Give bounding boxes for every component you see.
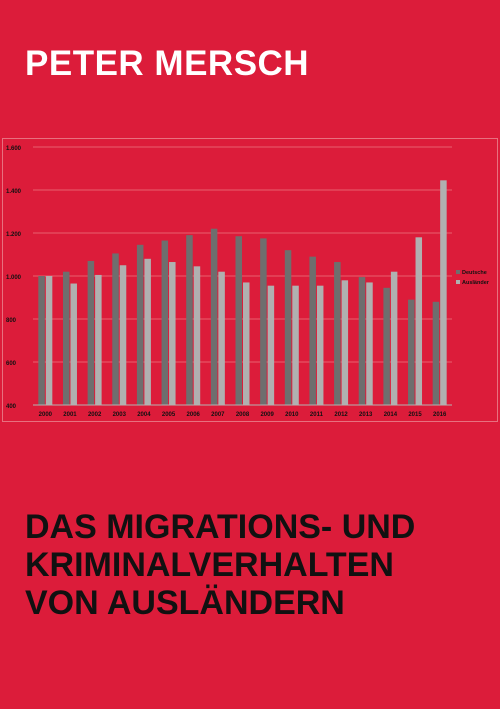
x-tick-label: 2002 bbox=[88, 412, 102, 418]
x-tick-label: 2013 bbox=[359, 412, 373, 418]
bar-deutsche-2003 bbox=[112, 253, 119, 405]
bar-deutsche-2012 bbox=[334, 262, 341, 405]
bar-deutsche-2007 bbox=[210, 228, 218, 405]
chart-svg: 400 600 800 1.000 1.200 1.400 1.600 2000 2001 200… bbox=[2, 138, 498, 422]
bar-auslaender-2010 bbox=[292, 285, 299, 405]
x-tick-label: 2014 bbox=[384, 412, 398, 418]
bar-deutsche-2002 bbox=[87, 260, 95, 405]
author-name: PETER MERSCH bbox=[25, 44, 310, 83]
y-tick-label: 600 bbox=[6, 361, 17, 367]
bar-auslaender-2009 bbox=[267, 285, 275, 405]
x-tick-label: 2006 bbox=[187, 412, 201, 418]
bar-deutsche-2010 bbox=[284, 250, 292, 405]
y-tick-label: 1.200 bbox=[6, 232, 22, 238]
x-tick-label: 2000 bbox=[39, 412, 53, 418]
legend-label-auslaender: Ausländer bbox=[462, 280, 490, 286]
x-tick-label: 2003 bbox=[113, 412, 127, 418]
bar-deutsche-2006 bbox=[186, 235, 193, 405]
bar-auslaender-2001 bbox=[70, 283, 77, 405]
y-tick-label: 1.400 bbox=[6, 189, 22, 195]
book-title-line-2: KRIMINALVERHALTEN bbox=[25, 546, 394, 584]
bar-deutsche-2001 bbox=[62, 271, 70, 405]
x-tick-label: 2010 bbox=[285, 412, 299, 418]
bar-auslaender-2007 bbox=[218, 271, 225, 405]
x-tick-label: 2016 bbox=[433, 412, 447, 418]
bar-deutsche-2009 bbox=[260, 238, 267, 405]
bar-auslaender-2003 bbox=[119, 265, 127, 405]
y-tick-label: 1.600 bbox=[6, 146, 22, 152]
bar-auslaender-2000 bbox=[45, 276, 53, 405]
bar-deutsche-2000 bbox=[38, 276, 45, 405]
bar-auslaender-2012 bbox=[341, 280, 349, 405]
y-tick-label: 1.000 bbox=[6, 275, 22, 281]
x-tick-label: 2005 bbox=[162, 412, 176, 418]
x-tick-label: 2012 bbox=[334, 412, 348, 418]
y-tick-label: 400 bbox=[6, 404, 17, 410]
bar-auslaender-2011 bbox=[316, 285, 324, 405]
y-tick-label: 800 bbox=[6, 318, 17, 324]
bar-auslaender-2008 bbox=[243, 282, 250, 405]
x-tick-label: 2009 bbox=[260, 412, 274, 418]
x-tick-label: 2011 bbox=[310, 412, 324, 418]
bar-deutsche-2011 bbox=[309, 256, 316, 405]
bar-auslaender-2016 bbox=[440, 180, 447, 405]
bar-deutsche-2014 bbox=[383, 287, 390, 405]
chart-frame bbox=[2, 138, 498, 422]
bar-auslaender-2014 bbox=[390, 271, 398, 405]
x-tick-label: 2008 bbox=[236, 412, 250, 418]
book-title-line-3: VON AUSLÄNDERN bbox=[25, 584, 345, 622]
bar-chart: 400 600 800 1.000 1.200 1.400 1.600 2000 2001 200… bbox=[2, 138, 498, 422]
legend-swatch-deutsche bbox=[456, 270, 460, 274]
legend-label-deutsche: Deutsche bbox=[462, 270, 487, 276]
bar-deutsche-2015 bbox=[408, 299, 415, 405]
x-tick-label: 2007 bbox=[211, 412, 225, 418]
x-tick-label: 2001 bbox=[63, 412, 77, 418]
bar-auslaender-2002 bbox=[95, 274, 102, 405]
x-tick-label: 2004 bbox=[137, 412, 151, 418]
bar-auslaender-2006 bbox=[193, 266, 201, 405]
x-tick-label: 2015 bbox=[408, 412, 422, 418]
book-title: DAS MIGRATIONS- UND KRIMINALVERHALTEN VO… bbox=[25, 508, 415, 622]
bar-deutsche-2008 bbox=[235, 236, 242, 405]
bar-deutsche-2005 bbox=[161, 240, 169, 405]
bar-auslaender-2015 bbox=[415, 237, 423, 405]
bar-deutsche-2004 bbox=[136, 244, 144, 405]
bar-deutsche-2016 bbox=[432, 301, 440, 405]
bar-deutsche-2013 bbox=[358, 277, 366, 405]
bar-auslaender-2005 bbox=[169, 262, 176, 405]
legend-swatch-auslaender bbox=[456, 280, 460, 284]
book-title-line-1: DAS MIGRATIONS- UND bbox=[25, 508, 416, 546]
bar-auslaender-2004 bbox=[144, 258, 151, 405]
bar-auslaender-2013 bbox=[366, 282, 373, 405]
